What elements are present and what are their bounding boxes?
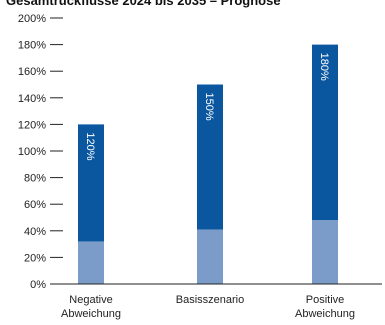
y-tick-label: 160%: [18, 66, 46, 78]
bar-segment-upper: [312, 44, 338, 221]
y-tick-label: 60%: [24, 199, 46, 211]
bar-data-label: 120%: [84, 132, 96, 160]
x-axis: Negative Abweichung Basisszenario Positive A…: [50, 283, 382, 320]
y-tick-label: 200%: [18, 13, 46, 25]
bar-segment-upper: [197, 84, 223, 230]
y-tick-label: 0%: [30, 279, 46, 291]
y-tick-label: 100%: [18, 146, 46, 158]
y-tick-label: 180%: [18, 40, 46, 52]
y-tick-label: 40%: [24, 226, 46, 238]
x-category-label: Positive: [306, 294, 345, 306]
bar-data-label: 180%: [318, 53, 330, 81]
x-category-label: Basisszenario: [176, 294, 244, 306]
y-axis: 0% 20% 40% 60% 80% 100% 120% 140% 160% 180% 200%: [18, 13, 63, 291]
bar-segment-upper: [78, 124, 104, 242]
y-tick-label: 80%: [24, 173, 46, 185]
y-tick-label: 20%: [24, 252, 46, 264]
bar-segment-lower: [312, 220, 338, 284]
y-tick-label: 140%: [18, 93, 46, 105]
chart-title: Gesamtrückflüsse 2024 bis 2035 – Prognos…: [6, 0, 281, 8]
x-category-label: Abweichung: [295, 308, 355, 320]
bar-segment-lower: [78, 241, 104, 284]
bar-segment-lower: [197, 229, 223, 284]
bars: 120% 150% 180%: [78, 44, 338, 284]
x-category-label: Abweichung: [61, 308, 121, 320]
y-tick-label: 120%: [18, 119, 46, 131]
bar-data-label: 150%: [203, 93, 215, 121]
x-category-label: Negative: [69, 294, 112, 306]
